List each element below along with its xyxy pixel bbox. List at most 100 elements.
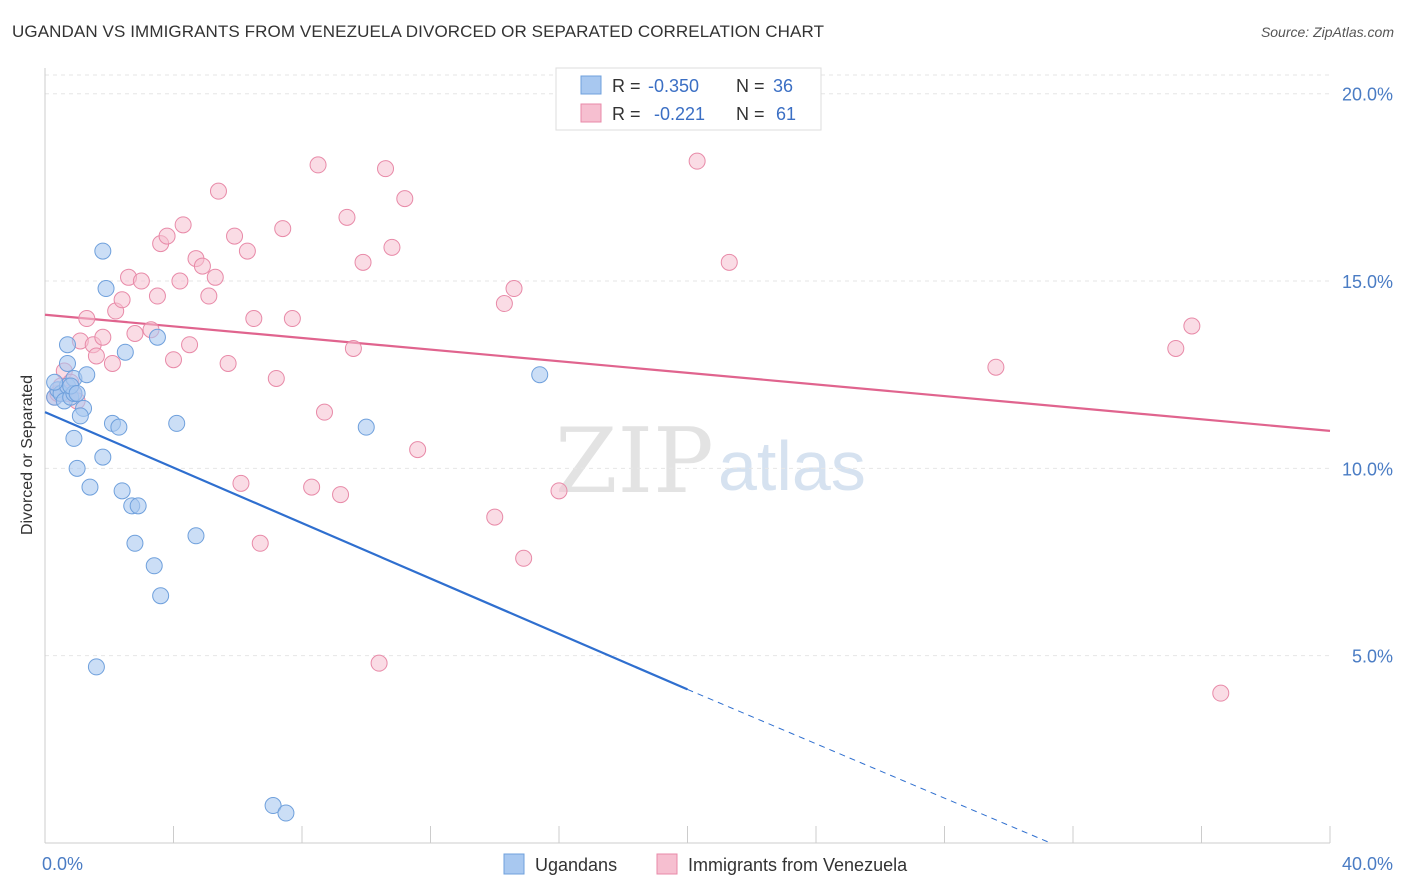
venezuela-point-34 <box>232 474 250 492</box>
legend-swatch-ugandans <box>580 75 602 95</box>
ugandans-trendline-dashed <box>687 688 1051 844</box>
ugandans-point-10 <box>58 336 76 354</box>
ugandans-point-27 <box>145 557 163 575</box>
venezuela-point-37 <box>251 534 269 552</box>
legend-swatch-ugandans-bottom <box>503 853 525 875</box>
chart-title: UGANDAN VS IMMIGRANTS FROM VENEZUELA DIV… <box>12 22 825 41</box>
venezuela-point-18 <box>132 272 150 290</box>
axes <box>44 68 1331 844</box>
ugandans-point-35 <box>264 797 282 815</box>
legend-n-value-1: 36 <box>773 76 793 96</box>
ugandans-point-37 <box>357 418 375 436</box>
legend-label-ugandans: Ugandans <box>535 855 617 875</box>
ugandans-point-14 <box>71 407 89 425</box>
y-tick-label-2: 15.0% <box>1342 272 1393 292</box>
venezuela-point-46 <box>344 339 362 357</box>
ugandans-point-7 <box>46 373 64 391</box>
venezuela-point-9 <box>78 310 96 328</box>
stats-legend: R = -0.350 N = 36 R = -0.221 N = 61 <box>555 67 822 131</box>
ugandans-trendline-solid <box>44 411 688 691</box>
ugandans-point-16 <box>65 429 83 447</box>
ugandans-point-22 <box>116 343 134 361</box>
legend-r-label-2: R = <box>612 104 641 124</box>
x-tick-label-0: 0.0% <box>42 854 83 874</box>
venezuela-point-24 <box>171 272 189 290</box>
y-tick-labels: 5.0% 10.0% 15.0% 20.0% <box>1342 85 1393 667</box>
ugandans-point-17 <box>68 459 86 477</box>
ugandans-point-25 <box>129 497 147 515</box>
legend-swatch-venezuela <box>580 103 602 123</box>
venezuela-point-33 <box>226 227 244 245</box>
watermark-atlas: atlas <box>718 427 866 505</box>
ugandans-point-28 <box>152 587 170 605</box>
venezuela-point-36 <box>245 310 263 328</box>
venezuela-point-53 <box>486 508 504 526</box>
venezuela-point-40 <box>283 310 301 328</box>
legend-r-value-2: -0.221 <box>654 104 705 124</box>
venezuela-point-22 <box>158 227 176 245</box>
x-tick-label-1: 40.0% <box>1342 854 1393 874</box>
watermark: ZIP atlas <box>555 409 866 514</box>
venezuela-point-61 <box>1167 339 1185 357</box>
venezuela-point-47 <box>354 253 372 271</box>
venezuela-point-31 <box>209 182 227 200</box>
gridlines <box>45 74 1330 657</box>
legend-r-value-1: -0.350 <box>648 76 699 96</box>
y-tick-label-0: 5.0% <box>1352 647 1393 667</box>
venezuela-point-20 <box>148 287 166 305</box>
source-credit: Source: ZipAtlas.com <box>1260 24 1394 40</box>
venezuela-point-63 <box>1212 684 1230 702</box>
venezuela-point-38 <box>267 369 285 387</box>
ugandans-point-29 <box>148 328 166 346</box>
x-tick-labels: 0.0% 40.0% <box>42 854 1393 874</box>
ugandans-point-33 <box>97 280 115 298</box>
venezuela-point-23 <box>165 351 182 369</box>
ugandans-point-31 <box>187 527 205 545</box>
watermark-zip: ZIP <box>555 409 714 514</box>
series-legend: Ugandans Immigrants from Venezuela <box>503 853 908 875</box>
legend-n-value-2: 61 <box>776 104 796 124</box>
venezuela-point-60 <box>987 358 1005 376</box>
ugandans-point-18 <box>81 478 99 496</box>
ugandans-point-23 <box>113 482 131 500</box>
venezuela-point-30 <box>206 268 224 286</box>
venezuela-point-58 <box>688 152 706 170</box>
venezuela-point-62 <box>1183 317 1201 335</box>
ugandans-point-34 <box>94 242 112 260</box>
venezuela-point-48 <box>370 654 388 672</box>
venezuela-point-29 <box>200 287 218 305</box>
y-axis-title: Divorced or Separated <box>19 375 36 535</box>
venezuela-point-28 <box>193 257 211 275</box>
venezuela-point-52 <box>409 441 427 459</box>
venezuela-point-56 <box>515 549 533 567</box>
ugandans-point-8 <box>58 354 76 372</box>
venezuela-point-49 <box>377 160 395 178</box>
venezuela-point-41 <box>303 478 321 496</box>
ugandans-point-32 <box>87 658 105 676</box>
legend-n-label-2: N = <box>736 104 765 124</box>
venezuela-points <box>46 152 1230 702</box>
legend-n-label-1: N = <box>736 76 765 96</box>
venezuela-point-11 <box>87 347 105 365</box>
venezuela-point-26 <box>181 336 199 354</box>
ugandans-points <box>46 242 549 822</box>
legend-label-venezuela: Immigrants from Venezuela <box>688 855 908 875</box>
ugandans-point-26 <box>126 534 144 552</box>
venezuela-point-32 <box>219 354 237 372</box>
venezuela-point-55 <box>505 280 523 298</box>
venezuela-point-51 <box>396 190 414 208</box>
ugandans-point-12 <box>68 384 86 402</box>
venezuela-point-39 <box>274 220 292 238</box>
venezuela-point-45 <box>338 208 356 226</box>
ugandans-trendline <box>44 411 1051 844</box>
venezuela-point-25 <box>174 216 192 234</box>
venezuela-point-35 <box>238 242 256 260</box>
venezuela-point-54 <box>495 295 513 313</box>
venezuela-trendline <box>44 313 1331 432</box>
y-tick-label-1: 10.0% <box>1342 459 1393 479</box>
venezuela-point-59 <box>720 253 738 271</box>
venezuela-point-57 <box>550 482 568 500</box>
ugandans-point-36 <box>277 804 295 822</box>
venezuela-point-44 <box>332 486 350 504</box>
